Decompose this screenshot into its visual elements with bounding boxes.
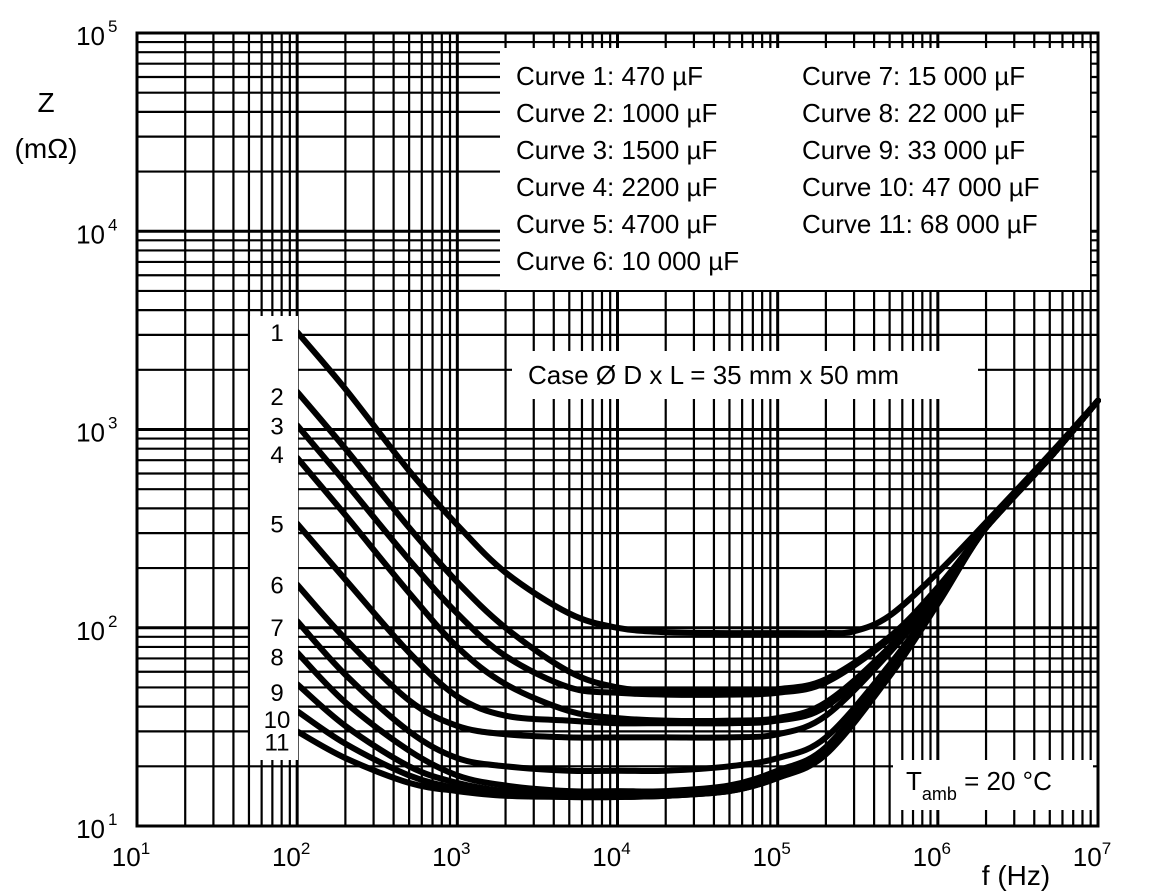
x-tick-label: 103 [432,839,470,872]
x-tick-base: 10 [1073,842,1102,872]
x-axis-label: f (Hz) [982,860,1050,891]
x-tick-exponent: 3 [461,839,470,858]
x-tick-exponent: 5 [781,839,790,858]
y-tick-base: 10 [76,219,105,249]
legend-entry: Curve 10: 47 000 µF [802,172,1040,202]
curve-label-8: 8 [270,645,283,672]
legend-entry: Curve 1: 470 µF [516,61,703,91]
legend-entry: Curve 2: 1000 µF [516,98,717,128]
y-tick-exponent: 1 [108,810,117,829]
y-tick-exponent: 4 [108,215,117,234]
y-tick-base: 10 [76,418,105,448]
curve-label-10: 10 [264,707,291,734]
y-tick-base: 10 [76,21,105,51]
legend-entry: Curve 5: 4700 µF [516,209,717,239]
curve-1 [294,329,1101,637]
x-tick-base: 10 [913,842,942,872]
y-tick-label: 10 [76,21,105,51]
legend-entry: Curve 11: 68 000 µF [802,209,1038,239]
curve-label-1: 1 [270,320,283,347]
legend-entry: Curve 8: 22 000 µF [802,98,1025,128]
legend-entry: Curve 6: 10 000 µF [516,246,739,276]
x-tick-label: 102 [272,839,310,872]
y-axis-label: Z [37,87,54,118]
curve-11 [294,397,1101,801]
curve-label-2: 2 [270,384,283,411]
x-tick-base: 10 [432,842,461,872]
y-tick-base: 10 [76,814,105,844]
legend-box-tail [500,238,792,290]
x-tick-label: 107 [1073,839,1111,872]
x-tick-base: 10 [112,842,141,872]
curve-label-11: 11 [265,729,290,756]
legend-column-2: Curve 7: 15 000 µF Curve 8: 22 000 µF Curv… [802,61,1040,239]
x-tick-exponent: 4 [621,839,630,858]
curve-7 [294,397,1101,775]
y-tick-label: 10 [76,418,105,448]
x-tick-exponent: 1 [141,839,150,858]
legend-column-1: Curve 1: 470 µF Curve 2: 1000 µF Curve 3: … [516,61,739,276]
curve-label-6: 6 [270,573,283,600]
temperature-annotation-text: Tamb = 20 °C [906,766,1052,804]
x-tick-label: 105 [752,839,790,872]
y-tick-label: 10 [76,219,105,249]
legend-entry: Curve 9: 33 000 µF [802,135,1025,165]
legend-entry: Curve 4: 2200 µF [516,172,717,202]
plot-frame [135,31,1100,828]
temperature-annotation-box [893,760,1093,810]
y-tick-exponent: 5 [108,17,117,36]
temperature-value: = 20 °C [957,766,1052,796]
x-tick-label: 104 [592,839,630,872]
curve-label-4: 4 [270,442,283,469]
y-tick-label: 10 [76,616,105,646]
curve-label-5: 5 [270,512,283,539]
x-tick-base: 10 [752,842,781,872]
x-tick-exponent: 6 [942,839,951,858]
x-tick-exponent: 7 [1102,839,1111,858]
y-tick-exponent: 3 [108,414,117,433]
x-tick-label: 106 [913,839,951,872]
y-axis-unit: (mΩ) [15,133,78,164]
legend-entry: Curve 7: 15 000 µF [802,61,1025,91]
legend: Curve 1: 470 µF Curve 2: 1000 µF Curve 3: … [500,48,1090,290]
x-tick-base: 10 [272,842,301,872]
case-annotation: Case Ø D x L = 35 mm x 50 mm [512,351,978,399]
x-tick-labels: 101 102 103 104 105 106 107 [112,839,1111,872]
x-tick-exponent: 2 [301,839,310,858]
x-tick-base: 10 [592,842,621,872]
case-annotation-text: Case Ø D x L = 35 mm x 50 mm [528,360,899,390]
curve-3 [294,397,1101,698]
curve-label-column-bg [250,316,298,760]
y-tick-label: 10 [76,814,105,844]
curve-label-9: 9 [270,680,283,707]
temperature-symbol: T [906,766,922,796]
temperature-subscript: amb [922,784,957,804]
y-tick-base: 10 [76,616,105,646]
case-annotation-box [512,351,978,399]
temperature-annotation: Tamb = 20 °C [893,760,1093,810]
curve-label-7: 7 [270,615,283,642]
x-tick-label: 101 [112,839,150,872]
curve-label-3: 3 [270,413,283,440]
curves [294,329,1101,801]
legend-entry: Curve 3: 1500 µF [516,135,717,165]
y-tick-exponent: 2 [108,612,117,631]
